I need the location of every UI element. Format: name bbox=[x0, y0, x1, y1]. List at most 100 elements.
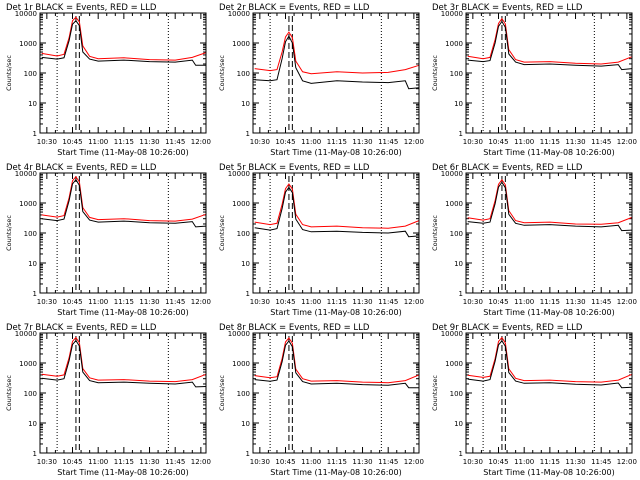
y-tick-label: 10 bbox=[454, 100, 463, 108]
x-tick-label: 10:30 bbox=[37, 458, 57, 466]
x-tick-label: 11:00 bbox=[514, 458, 534, 466]
x-tick-label: 11:15 bbox=[327, 138, 347, 146]
x-tick-label: 11:45 bbox=[378, 298, 398, 306]
panel-title: Det 3r BLACK = Events, RED = LLD bbox=[432, 3, 583, 13]
x-tick-label: 11:45 bbox=[165, 138, 185, 146]
x-tick-label: 10:30 bbox=[250, 298, 270, 306]
events-series-line bbox=[41, 178, 207, 228]
x-tick-label: 10:45 bbox=[275, 458, 295, 466]
y-tick-label: 10 bbox=[28, 420, 37, 428]
y-tick-label: 1000 bbox=[445, 40, 463, 48]
x-tick-label: 11:00 bbox=[301, 458, 321, 466]
y-tick-label: 10000 bbox=[441, 330, 463, 338]
panel-title: Det 2r BLACK = Events, RED = LLD bbox=[219, 3, 370, 13]
detector-panel-6: Det 6r BLACK = Events, RED = LLD Counts/s… bbox=[431, 163, 637, 317]
x-tick-label: 10:45 bbox=[488, 138, 508, 146]
x-tick-label: 11:00 bbox=[88, 138, 108, 146]
x-tick-label: 12:00 bbox=[617, 138, 637, 146]
lld-series-line bbox=[254, 337, 420, 384]
x-axis-label: Start Time (11-May-08 10:26:00) bbox=[270, 468, 401, 477]
x-tick-label: 12:00 bbox=[404, 298, 424, 306]
y-tick-label: 1000 bbox=[232, 40, 250, 48]
x-axis-label: Start Time (11-May-08 10:26:00) bbox=[57, 468, 188, 477]
x-tick-label: 11:00 bbox=[301, 138, 321, 146]
lld-series-line bbox=[254, 183, 420, 229]
x-tick-label: 10:30 bbox=[463, 458, 483, 466]
events-series-line bbox=[467, 20, 633, 71]
detector-panel-3: Det 3r BLACK = Events, RED = LLD Counts/s… bbox=[431, 3, 637, 157]
y-tick-label: 1 bbox=[459, 290, 463, 298]
y-tick-label: 1000 bbox=[445, 200, 463, 208]
x-tick-label: 12:00 bbox=[617, 298, 637, 306]
lld-series-line bbox=[467, 17, 633, 65]
x-tick-label: 10:30 bbox=[463, 298, 483, 306]
y-tick-label: 1 bbox=[246, 130, 250, 138]
x-axis-label: Start Time (11-May-08 10:26:00) bbox=[270, 148, 401, 157]
y-axis-label: Counts/sec bbox=[218, 215, 226, 251]
x-tick-label: 11:45 bbox=[378, 458, 398, 466]
x-tick-label: 10:30 bbox=[250, 458, 270, 466]
y-axis-label: Counts/sec bbox=[431, 375, 439, 411]
x-axis-label: Start Time (11-May-08 10:26:00) bbox=[483, 468, 614, 477]
events-series-line bbox=[254, 35, 420, 90]
detector-panel-9: Det 9r BLACK = Events, RED = LLD Counts/s… bbox=[431, 323, 637, 477]
y-tick-label: 100 bbox=[24, 230, 37, 238]
y-tick-label: 1 bbox=[246, 450, 250, 458]
x-tick-label: 11:00 bbox=[88, 458, 108, 466]
y-tick-label: 100 bbox=[24, 70, 37, 78]
x-tick-label: 11:00 bbox=[514, 298, 534, 306]
x-axis-label: Start Time (11-May-08 10:26:00) bbox=[270, 308, 401, 317]
x-tick-label: 12:00 bbox=[191, 458, 211, 466]
events-series-line bbox=[467, 339, 633, 389]
y-tick-label: 1000 bbox=[19, 360, 37, 368]
detector-panel-1: Det 1r BLACK = Events, RED = LLD Counts/s… bbox=[5, 3, 211, 157]
y-tick-label: 10000 bbox=[15, 170, 37, 178]
y-tick-label: 10 bbox=[241, 100, 250, 108]
lld-series-line bbox=[41, 175, 207, 222]
detector-panel-7: Det 7r BLACK = Events, RED = LLD Counts/s… bbox=[5, 323, 211, 477]
events-series-line bbox=[254, 340, 419, 389]
x-tick-label: 12:00 bbox=[191, 298, 211, 306]
x-tick-label: 11:15 bbox=[540, 138, 560, 146]
x-tick-label: 11:30 bbox=[352, 138, 372, 146]
detector-panel-8: Det 8r BLACK = Events, RED = LLD Counts/s… bbox=[218, 323, 424, 477]
panel-title: Det 6r BLACK = Events, RED = LLD bbox=[432, 163, 583, 173]
y-tick-label: 100 bbox=[450, 230, 463, 238]
y-tick-label: 1 bbox=[246, 290, 250, 298]
x-tick-label: 11:15 bbox=[114, 298, 134, 306]
x-tick-label: 12:00 bbox=[404, 138, 424, 146]
y-tick-label: 10000 bbox=[441, 10, 463, 18]
y-tick-label: 10 bbox=[241, 420, 250, 428]
detector-panel-5: Det 5r BLACK = Events, RED = LLD Counts/s… bbox=[218, 163, 424, 317]
x-tick-label: 11:15 bbox=[327, 458, 347, 466]
y-tick-label: 1 bbox=[33, 130, 37, 138]
y-tick-label: 1 bbox=[33, 450, 37, 458]
plot-frame bbox=[252, 12, 420, 134]
x-tick-label: 11:00 bbox=[301, 298, 321, 306]
x-tick-label: 10:30 bbox=[463, 138, 483, 146]
y-tick-label: 100 bbox=[237, 230, 250, 238]
x-tick-label: 10:45 bbox=[488, 458, 508, 466]
x-axis-label: Start Time (11-May-08 10:26:00) bbox=[483, 308, 614, 317]
x-tick-label: 10:30 bbox=[37, 298, 57, 306]
y-tick-label: 100 bbox=[237, 390, 250, 398]
x-tick-label: 10:45 bbox=[62, 458, 82, 466]
x-tick-label: 11:45 bbox=[591, 138, 611, 146]
y-tick-label: 10000 bbox=[15, 330, 37, 338]
x-tick-label: 11:45 bbox=[378, 138, 398, 146]
y-tick-label: 1 bbox=[459, 450, 463, 458]
x-tick-label: 11:00 bbox=[514, 138, 534, 146]
y-tick-label: 100 bbox=[237, 70, 250, 78]
lld-series-line bbox=[467, 178, 633, 225]
x-tick-label: 11:15 bbox=[540, 298, 560, 306]
x-tick-label: 11:30 bbox=[565, 298, 585, 306]
y-tick-label: 10 bbox=[454, 260, 463, 268]
x-tick-label: 10:30 bbox=[37, 138, 57, 146]
y-tick-label: 10000 bbox=[15, 10, 37, 18]
y-axis-label: Counts/sec bbox=[5, 215, 13, 251]
x-axis-label: Start Time (11-May-08 10:26:00) bbox=[57, 148, 188, 157]
y-axis-label: Counts/sec bbox=[218, 375, 226, 411]
y-axis-label: Counts/sec bbox=[431, 215, 439, 251]
panel-title: Det 4r BLACK = Events, RED = LLD bbox=[6, 163, 157, 173]
